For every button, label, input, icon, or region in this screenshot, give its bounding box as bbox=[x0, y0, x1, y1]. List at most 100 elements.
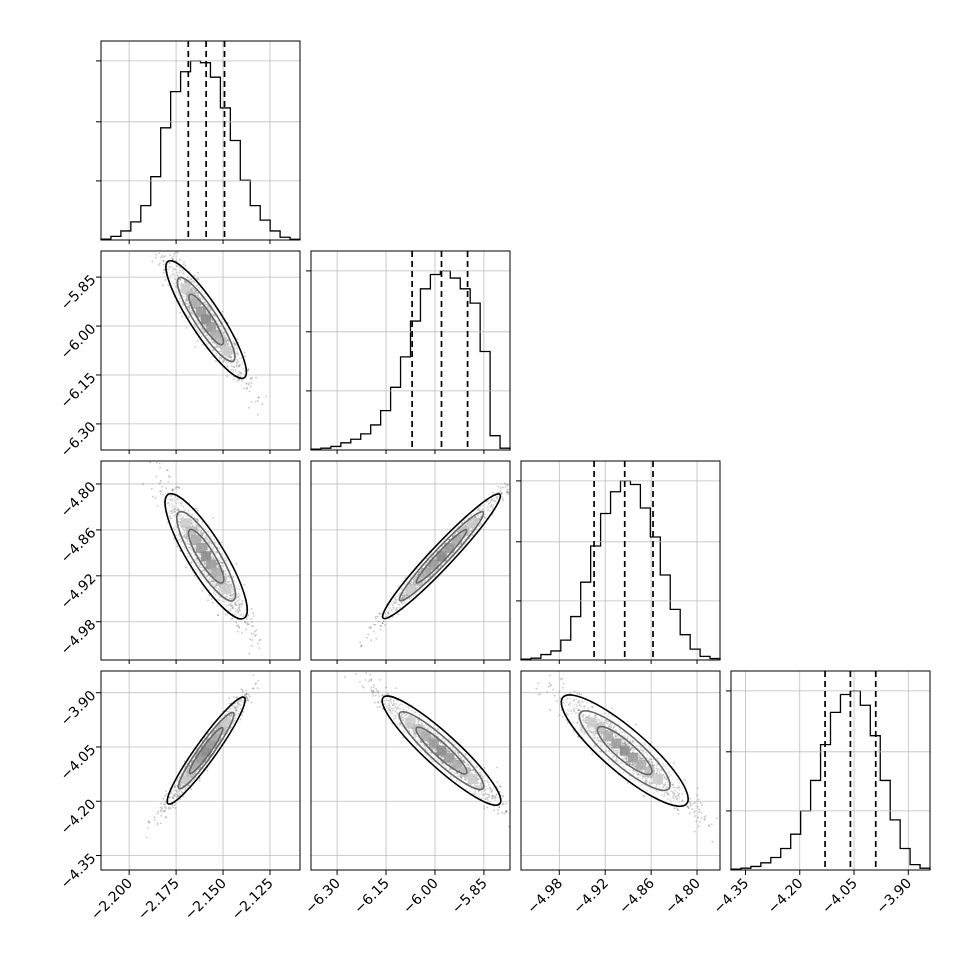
sample-point bbox=[252, 612, 254, 615]
sample-point bbox=[236, 696, 239, 698]
sample-point bbox=[233, 342, 236, 345]
sample-point bbox=[198, 779, 201, 782]
sample-point bbox=[254, 635, 256, 637]
sample-point bbox=[179, 300, 181, 303]
sample-point bbox=[185, 313, 188, 316]
sample-point bbox=[163, 269, 165, 271]
sample-point bbox=[378, 612, 381, 615]
sample-point bbox=[379, 628, 382, 631]
sample-point bbox=[220, 541, 223, 544]
sample-point bbox=[142, 483, 144, 485]
sample-point bbox=[376, 615, 379, 618]
sample-point bbox=[499, 487, 502, 489]
sample-point bbox=[173, 267, 176, 270]
sample-point bbox=[162, 493, 165, 496]
sample-point bbox=[174, 251, 177, 254]
sample-point bbox=[244, 355, 246, 358]
sample-point bbox=[250, 608, 253, 610]
sample-point bbox=[246, 618, 248, 620]
sample-point bbox=[190, 312, 192, 314]
sample-point bbox=[239, 371, 242, 374]
sample-point bbox=[249, 638, 252, 641]
sample-point bbox=[236, 338, 239, 340]
sample-point bbox=[397, 613, 400, 616]
sample-point bbox=[502, 499, 504, 502]
sample-point bbox=[158, 264, 160, 266]
sample-point bbox=[223, 332, 225, 335]
sample-point bbox=[159, 262, 161, 265]
sample-point bbox=[185, 327, 188, 329]
sample-point bbox=[226, 343, 228, 346]
sample-point bbox=[241, 372, 243, 374]
panel-2-1 bbox=[310, 460, 511, 664]
sample-point bbox=[167, 265, 170, 268]
sample-point bbox=[167, 475, 170, 477]
sample-point bbox=[226, 375, 229, 378]
sample-point bbox=[156, 822, 159, 825]
sample-point bbox=[206, 769, 209, 772]
sample-point bbox=[224, 614, 227, 616]
sample-point bbox=[205, 334, 207, 337]
sample-point bbox=[251, 621, 253, 624]
sample-point bbox=[257, 396, 260, 399]
sample-point bbox=[188, 308, 191, 311]
sample-point bbox=[230, 363, 232, 365]
sample-point bbox=[265, 395, 268, 398]
sample-point bbox=[255, 376, 257, 379]
sample-point bbox=[193, 280, 195, 283]
sample-point bbox=[238, 357, 241, 360]
sample-point bbox=[234, 343, 236, 346]
sample-point bbox=[247, 369, 250, 372]
histogram-line bbox=[100, 60, 301, 240]
sample-point bbox=[193, 274, 196, 277]
sample-point bbox=[150, 487, 153, 490]
sample-point bbox=[163, 803, 165, 805]
sample-point bbox=[188, 305, 191, 307]
sample-point bbox=[243, 387, 245, 390]
sample-point bbox=[256, 399, 259, 402]
sample-point bbox=[155, 475, 158, 478]
sample-point bbox=[182, 269, 185, 272]
sample-point bbox=[159, 492, 162, 495]
sample-point bbox=[226, 342, 229, 345]
contour-level-2 bbox=[165, 259, 248, 380]
sample-point bbox=[215, 352, 218, 355]
sample-point bbox=[190, 788, 193, 790]
sample-point bbox=[196, 277, 199, 280]
sample-point bbox=[211, 601, 214, 604]
y-tick-label: −6.00 bbox=[58, 321, 100, 363]
sample-point bbox=[175, 291, 178, 293]
sample-point bbox=[162, 271, 165, 274]
sample-point bbox=[166, 469, 169, 472]
sample-point bbox=[499, 489, 502, 492]
sample-point bbox=[245, 382, 248, 384]
sample-point bbox=[156, 505, 159, 507]
sample-point bbox=[240, 632, 243, 634]
sample-point bbox=[179, 258, 181, 261]
sample-point bbox=[211, 319, 214, 322]
sample-point bbox=[248, 382, 251, 384]
sample-point bbox=[155, 253, 157, 256]
sample-point bbox=[172, 488, 175, 491]
sample-point bbox=[177, 280, 180, 283]
sample-point bbox=[226, 339, 229, 341]
sample-point bbox=[187, 306, 190, 308]
sample-point bbox=[158, 252, 161, 255]
sample-point bbox=[201, 344, 204, 346]
sample-point bbox=[214, 360, 217, 363]
sample-point bbox=[207, 599, 209, 602]
sample-point bbox=[383, 624, 386, 626]
sample-point bbox=[504, 486, 507, 488]
sample-point bbox=[172, 257, 174, 260]
sample-point bbox=[176, 265, 178, 268]
sample-point bbox=[208, 338, 211, 341]
sample-point bbox=[178, 271, 181, 274]
sample-point bbox=[172, 255, 175, 258]
sample-point bbox=[222, 361, 225, 363]
sample-point bbox=[191, 286, 194, 289]
sample-point bbox=[152, 495, 154, 498]
sample-point bbox=[159, 806, 162, 809]
sample-point bbox=[382, 620, 385, 623]
sample-point bbox=[236, 360, 239, 363]
sample-point bbox=[397, 585, 400, 588]
